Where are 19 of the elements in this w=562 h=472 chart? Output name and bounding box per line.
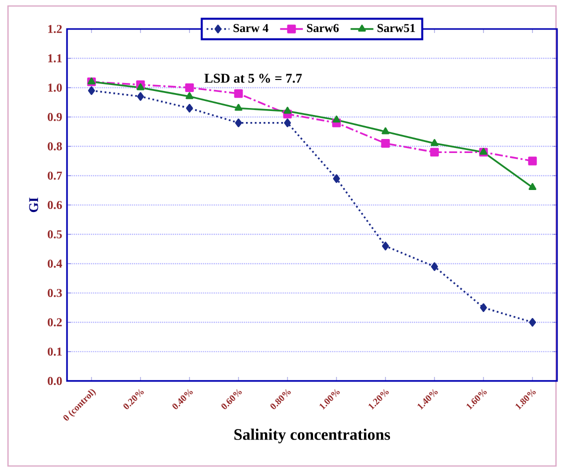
legend-label: Sarw51	[378, 24, 415, 32]
y-tick-label: 0.9	[48, 112, 62, 122]
legend-label: Sarw6	[307, 24, 339, 32]
y-tick-label: 0.5	[48, 230, 62, 238]
annotation: LSD at 5 % = 7.7	[204, 74, 302, 83]
x-axis-title: Salinity concentrations	[234, 428, 390, 444]
y-tick-label: 1.0	[48, 84, 62, 92]
y-tick-label: 0.6	[48, 200, 62, 210]
y-tick-label: 1.1	[48, 54, 62, 62]
y-tick-label: 0.0	[48, 376, 62, 386]
y-tick-label: 0.7	[48, 172, 62, 180]
y-tick-label: 1.2	[48, 24, 62, 34]
legend-label: Sarw 4	[234, 24, 268, 32]
y-axis-title: GI	[29, 198, 38, 212]
y-tick-label: 0.1	[48, 348, 62, 356]
y-tick-label: 0.3	[48, 288, 62, 298]
y-tick-label: 0.8	[48, 142, 62, 150]
y-tick-label: 0.4	[48, 260, 62, 268]
y-tick-label: 0.2	[48, 318, 62, 326]
